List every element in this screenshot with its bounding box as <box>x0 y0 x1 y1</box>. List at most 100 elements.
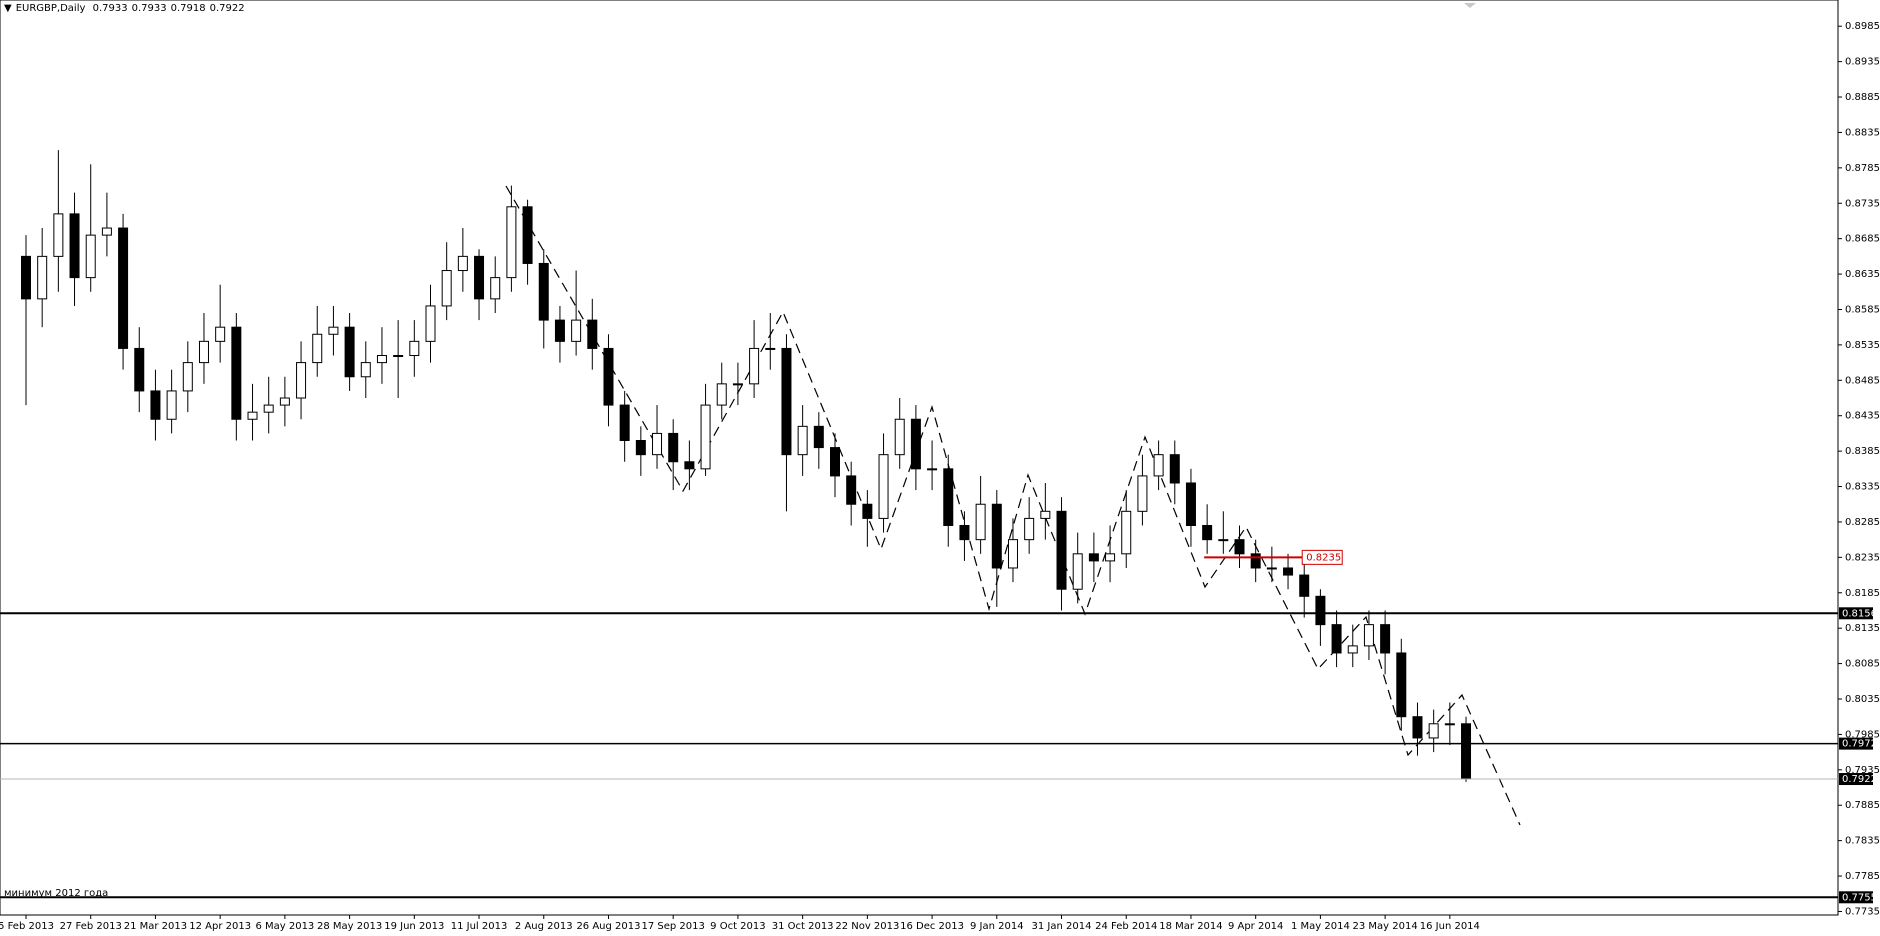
header: ▼ EURGBP,Daily 0.7933 0.7933 0.7918 0.7922 <box>4 3 249 14</box>
candle-body <box>1315 595 1326 626</box>
x-tick-label: 18 Mar 2014 <box>1159 921 1222 932</box>
candle-body <box>457 255 468 272</box>
candle-body <box>441 270 452 307</box>
candle-body <box>1137 475 1148 512</box>
candle-body <box>1283 567 1294 576</box>
candle-body <box>1461 723 1472 780</box>
candle-body <box>425 305 436 342</box>
candle-body <box>684 461 695 470</box>
candle-body <box>1347 645 1358 654</box>
header-arrow: ▼ <box>4 3 12 14</box>
candle-body <box>943 468 954 526</box>
candle-body <box>797 425 808 456</box>
candle-body <box>1121 510 1132 555</box>
candle-body <box>1331 624 1342 654</box>
x-tick-label: 6 May 2013 <box>255 921 314 932</box>
y-tick-label: 0.8835 <box>1845 127 1880 138</box>
x-tick-label: 11 Jul 2013 <box>451 921 508 932</box>
x-tick-label: 27 Feb 2013 <box>60 921 122 932</box>
candle-body <box>279 397 290 406</box>
y-tick-label: 0.8235 <box>1845 552 1880 563</box>
candle-body <box>538 262 549 321</box>
x-tick-label: 16 Jun 2014 <box>1420 921 1480 932</box>
y-tick-label: 0.8535 <box>1845 340 1880 351</box>
shift-marker <box>1464 3 1476 8</box>
candle-body <box>813 425 824 449</box>
level-label-box <box>1839 607 1873 620</box>
y-tick-label: 0.8085 <box>1845 659 1880 670</box>
level-label: 0.7755 <box>1842 892 1877 903</box>
candle-body <box>959 524 970 541</box>
candle-body <box>522 206 533 264</box>
x-tick-label: 2 Aug 2013 <box>515 921 573 932</box>
candle-body <box>571 319 582 342</box>
candle-body <box>101 227 112 236</box>
x-tick-label: 24 Feb 2014 <box>1095 921 1157 932</box>
y-tick-label: 0.8385 <box>1845 446 1880 457</box>
quote-low: 0.7918 <box>170 3 206 14</box>
candle-body <box>360 362 371 378</box>
candle-body <box>231 326 242 420</box>
quote-open: 0.7933 <box>92 3 128 14</box>
candle-body <box>1428 723 1439 739</box>
candle-body <box>619 404 630 442</box>
candle-body <box>1218 539 1229 542</box>
symbol: EURGBP,Daily <box>15 3 86 14</box>
x-tick-label: 22 Nov 2013 <box>835 921 899 932</box>
candle-body <box>118 227 129 349</box>
candle-body <box>975 503 986 541</box>
y-tick-label: 0.8485 <box>1845 375 1880 386</box>
y-tick-label: 0.8935 <box>1845 57 1880 68</box>
zigzag-trend-line <box>505 185 1521 826</box>
candle-body <box>1185 482 1196 526</box>
candle-body <box>474 255 485 300</box>
candle-body <box>749 347 760 385</box>
candle-body <box>263 404 274 413</box>
marker-label-box <box>1301 549 1343 565</box>
y-tick-label: 0.8335 <box>1845 482 1880 493</box>
y-tick-label: 0.8435 <box>1845 411 1880 422</box>
x-tick-label: 5 Feb 2013 <box>0 921 54 932</box>
candle-body <box>1007 539 1018 569</box>
candle-body <box>878 454 889 519</box>
level-label: 0.7972 <box>1842 739 1877 750</box>
quote-close: 0.7922 <box>209 3 245 14</box>
candle-body <box>328 326 339 335</box>
x-tick-label: 17 Sep 2013 <box>642 921 705 932</box>
candle-body <box>635 440 646 456</box>
candle-body <box>1380 624 1391 654</box>
candle-body <box>409 340 420 357</box>
candle-body <box>150 390 161 420</box>
y-tick-label: 0.8735 <box>1845 198 1880 209</box>
candle-body <box>910 418 921 470</box>
annotation: минимум 2012 года <box>4 888 108 899</box>
y-tick-label: 0.8685 <box>1845 234 1880 245</box>
y-tick-label: 0.8885 <box>1845 92 1880 103</box>
candle-body <box>312 333 323 364</box>
x-tick-label: 9 Apr 2014 <box>1228 921 1283 932</box>
candle-body <box>846 475 857 505</box>
candle-body <box>668 432 679 463</box>
y-tick-label: 0.8635 <box>1845 269 1880 280</box>
candle-body <box>1299 574 1310 597</box>
candle-body <box>247 411 258 420</box>
candle-body <box>991 503 1002 569</box>
level-label-box <box>1839 737 1873 750</box>
x-tick-label: 28 May 2013 <box>317 921 382 932</box>
candle-body <box>1040 510 1051 519</box>
y-tick-label: 0.8035 <box>1845 694 1880 705</box>
x-tick-label: 16 Dec 2013 <box>900 921 964 932</box>
x-tick-label: 23 May 2014 <box>1353 921 1418 932</box>
y-tick-label: 0.7985 <box>1845 729 1880 740</box>
x-tick-label: 12 Apr 2013 <box>189 921 251 932</box>
candle-body <box>603 347 614 406</box>
candle-body <box>927 468 938 471</box>
candle-body <box>700 404 711 470</box>
marker-label: 0.8235 <box>1306 552 1341 563</box>
level-label-box <box>1839 773 1873 786</box>
x-tick-label: 21 Mar 2013 <box>124 921 187 932</box>
candle-body <box>830 447 840 477</box>
candle-body <box>1444 723 1455 726</box>
x-tick-label: 9 Oct 2013 <box>710 921 765 932</box>
